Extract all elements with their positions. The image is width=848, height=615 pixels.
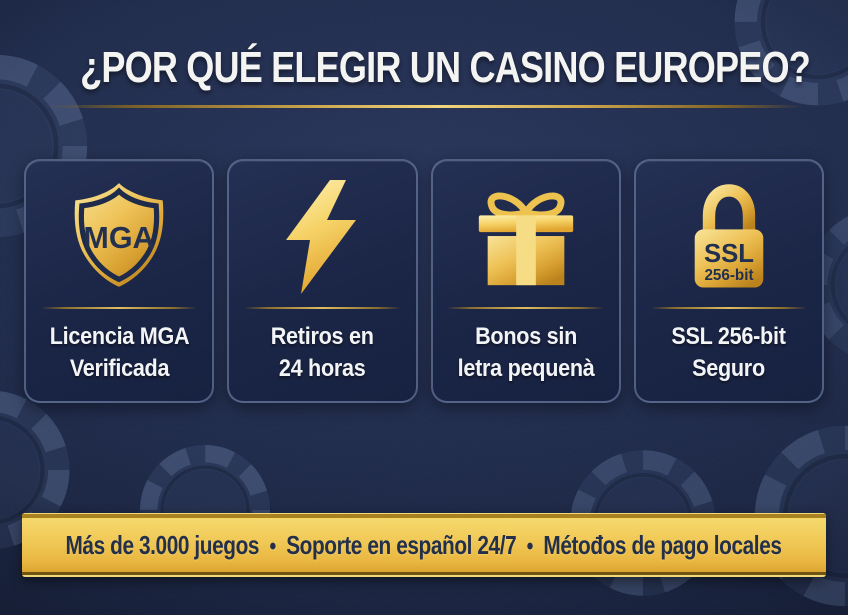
card-divider: [650, 307, 808, 309]
bullet-separator: •: [269, 532, 277, 560]
card-label: Bonos sin letra pequenà: [457, 323, 595, 383]
footer-segment-soporte: Soporte en español 24/7: [286, 529, 517, 560]
footer-segment-juegos: Más de 3.000 juegos: [65, 529, 260, 560]
footer-banner: Más de 3.000 juegos • Soporte en español 2…: [22, 513, 826, 577]
page-title: ¿POR QUÉ ELEGIR UN CASINO EUROPEO?: [0, 43, 848, 92]
card-icon-box: MGA: [58, 161, 180, 307]
feature-card-licencia-mga: MGA Licencia MGA Verificada: [24, 159, 215, 403]
bullet-separator: •: [527, 532, 534, 560]
card-label: Retiros en 24 horas: [270, 323, 374, 383]
card-label: Licencia MGA Verificada: [49, 323, 189, 383]
feature-card-retiros: Retiros en 24 horas: [227, 159, 418, 403]
feature-card-bonos: Bonos sin letra pequenà: [430, 159, 621, 403]
padlock-text-ssl: SSL: [704, 240, 754, 268]
card-icon-box: SSL 256-bit: [671, 161, 787, 307]
shield-badge-text: MGA: [84, 221, 155, 255]
shield-mga-icon: MGA: [74, 183, 164, 287]
card-icon-box: [467, 161, 585, 307]
lightning-bolt-icon: [286, 180, 357, 294]
footer-banner-inner: Más de 3.000 juegos • Soporte en español 2…: [22, 514, 826, 575]
card-divider: [244, 307, 401, 309]
title-underline-divider: [46, 105, 802, 108]
card-divider: [447, 307, 604, 309]
ssl-padlock-icon: SSL 256-bit: [694, 184, 764, 288]
feature-card-ssl: SSL 256-bit SSL 256-bit Seguro: [633, 159, 824, 403]
gift-box-icon: [478, 192, 573, 286]
card-label: SSL 256-bit Seguro: [671, 323, 787, 383]
page-title-text: ¿POR QUÉ ELEGIR UN CASINO EUROPEO?: [80, 43, 811, 92]
feature-cards-row: MGA Licencia MGA Verificada Re: [24, 159, 824, 403]
card-icon-box: [272, 161, 372, 307]
padlock-text-bits: 256-bit: [704, 267, 753, 284]
footer-banner-text: Más de 3.000 juegos • Soporte en español 2…: [66, 530, 782, 561]
card-divider: [40, 307, 198, 309]
footer-segment-pagos: Métođos de pago locales: [543, 529, 783, 560]
